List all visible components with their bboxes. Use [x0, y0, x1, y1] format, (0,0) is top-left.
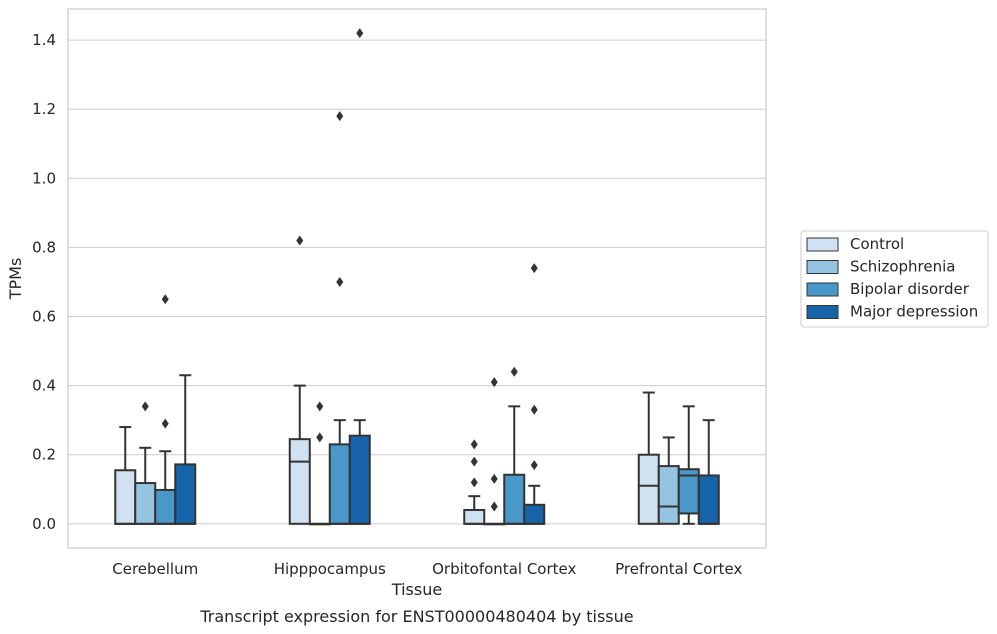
box-3-2	[523, 263, 546, 525]
outlier-point	[336, 111, 344, 122]
outlier-point	[490, 501, 498, 512]
outlier-point	[470, 439, 478, 450]
box-body	[523, 503, 546, 525]
box-body	[288, 438, 311, 525]
box-body	[328, 443, 351, 525]
box-1-0	[134, 401, 157, 525]
box-body	[503, 473, 526, 525]
outlier-point	[316, 401, 324, 412]
legend-swatch	[806, 237, 839, 252]
box-3-0	[174, 374, 197, 525]
box-body	[174, 463, 197, 525]
box-3-1	[348, 28, 371, 525]
box-2-1	[328, 111, 351, 525]
box-2-0	[154, 294, 177, 525]
legend-label: Bipolar disorder	[850, 280, 970, 298]
box-2-3	[677, 405, 700, 525]
y-tick-label: 1.2	[32, 100, 56, 118]
outlier-point	[470, 477, 478, 488]
legend-label: Schizophrenia	[850, 258, 955, 276]
box-body	[697, 474, 720, 525]
outlier-point	[490, 377, 498, 388]
outlier-point	[141, 401, 149, 412]
box-body	[114, 469, 137, 525]
x-tick-label: Prefrontal Cortex	[615, 560, 742, 578]
x-axis-ticks: Cerebellum Hipppocampus Orbitofontal Corte…	[112, 560, 742, 578]
plot-area-frame	[67, 8, 767, 549]
box-series-group	[114, 28, 720, 526]
y-tick-label: 0.2	[32, 446, 56, 464]
box-body	[657, 465, 680, 525]
legend-items: Control Schizophrenia Bipolar disorder Majo…	[806, 235, 978, 321]
outlier-point	[336, 276, 344, 287]
box-3-3	[697, 419, 720, 525]
outlier-point	[356, 28, 364, 39]
box-1-3	[657, 436, 680, 525]
legend-swatch	[806, 260, 839, 274]
legend: Control Schizophrenia Bipolar disorder Majo…	[800, 230, 989, 328]
box-0-3	[637, 391, 660, 525]
outlier-point	[470, 456, 478, 467]
legend-frame	[800, 230, 989, 328]
y-axis-ticks: 0.0 0.2 0.4 0.6 0.8 1.0 1.2 1.4	[32, 31, 56, 533]
outlier-point	[490, 473, 498, 484]
outlier-point	[530, 404, 538, 415]
y-axis-label: TPMs	[6, 258, 25, 301]
y-tick-label: 0.0	[32, 515, 56, 533]
chart-caption: Transcript expression for ENST0000048040…	[199, 607, 633, 626]
box-1-2	[483, 377, 506, 526]
y-tick-label: 1.4	[32, 31, 56, 49]
x-tick-label: Cerebellum	[112, 560, 198, 578]
legend-swatch	[806, 305, 839, 319]
box-body	[154, 488, 177, 525]
outlier-point	[161, 294, 169, 305]
x-tick-label: Orbitofontal Cortex	[432, 560, 576, 578]
box-0-0	[114, 426, 137, 525]
x-tick-label: Hipppocampus	[274, 560, 386, 578]
x-axis-label: Tissue	[391, 580, 442, 599]
box-body	[463, 508, 486, 525]
y-tick-label: 1.0	[32, 169, 56, 187]
legend-label: Major depression	[850, 303, 978, 321]
box-body	[637, 453, 660, 525]
y-tick-label: 0.8	[32, 238, 56, 256]
box-0-1	[288, 235, 311, 525]
box-0-2	[463, 439, 486, 525]
outlier-point	[161, 418, 169, 429]
box-1-1	[308, 401, 331, 526]
legend-swatch	[806, 282, 839, 297]
y-tick-label: 0.6	[32, 308, 56, 326]
box-body	[134, 482, 157, 525]
box-body	[348, 434, 371, 525]
legend-label: Control	[850, 235, 904, 253]
outlier-point	[296, 235, 304, 246]
y-tick-label: 0.4	[32, 377, 56, 395]
outlier-point	[316, 432, 324, 443]
outlier-point	[530, 460, 538, 471]
outlier-point	[530, 263, 538, 274]
box-2-2	[503, 366, 526, 525]
outlier-point	[510, 366, 518, 377]
